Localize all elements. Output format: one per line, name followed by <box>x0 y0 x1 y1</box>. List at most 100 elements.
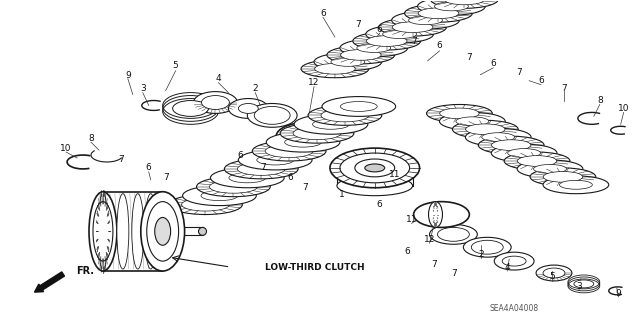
Ellipse shape <box>452 120 518 138</box>
Ellipse shape <box>252 141 326 161</box>
Ellipse shape <box>254 107 290 124</box>
Text: 7: 7 <box>412 37 417 46</box>
Ellipse shape <box>413 202 469 227</box>
Text: 7: 7 <box>118 155 124 165</box>
Ellipse shape <box>543 268 565 278</box>
Ellipse shape <box>357 43 390 52</box>
Ellipse shape <box>280 123 354 143</box>
Ellipse shape <box>308 122 324 150</box>
Ellipse shape <box>482 133 515 142</box>
Ellipse shape <box>379 18 447 36</box>
Ellipse shape <box>321 109 369 122</box>
Ellipse shape <box>312 119 349 129</box>
Ellipse shape <box>435 2 468 11</box>
Ellipse shape <box>292 122 308 150</box>
FancyArrow shape <box>35 272 65 292</box>
Ellipse shape <box>438 227 469 241</box>
Ellipse shape <box>141 192 184 271</box>
Text: 6: 6 <box>146 163 152 173</box>
Ellipse shape <box>327 46 395 64</box>
Ellipse shape <box>517 156 557 166</box>
Ellipse shape <box>340 101 377 111</box>
Text: 12: 12 <box>308 78 320 87</box>
Text: 1: 1 <box>339 190 345 199</box>
Ellipse shape <box>225 159 298 179</box>
Ellipse shape <box>198 227 207 235</box>
Ellipse shape <box>331 57 365 66</box>
Ellipse shape <box>543 176 609 194</box>
Ellipse shape <box>559 180 592 189</box>
Text: 6: 6 <box>436 41 442 50</box>
Text: 7: 7 <box>516 68 522 77</box>
Ellipse shape <box>257 155 294 165</box>
Ellipse shape <box>293 127 341 140</box>
Ellipse shape <box>209 180 257 193</box>
Ellipse shape <box>431 0 498 8</box>
Ellipse shape <box>404 4 472 22</box>
Text: 7: 7 <box>302 183 308 192</box>
Ellipse shape <box>202 96 229 109</box>
Ellipse shape <box>330 148 420 188</box>
Ellipse shape <box>265 145 313 158</box>
Text: FR.: FR. <box>76 266 94 276</box>
Text: 8: 8 <box>597 96 603 105</box>
Ellipse shape <box>340 49 381 60</box>
Ellipse shape <box>536 265 572 281</box>
Text: 4: 4 <box>216 74 221 83</box>
Text: 3: 3 <box>140 84 146 93</box>
Text: 11: 11 <box>406 215 417 224</box>
Ellipse shape <box>355 159 395 177</box>
Ellipse shape <box>132 194 144 269</box>
Ellipse shape <box>211 168 284 188</box>
Ellipse shape <box>418 8 459 19</box>
Text: 6: 6 <box>287 173 293 182</box>
Ellipse shape <box>471 240 503 254</box>
Ellipse shape <box>182 198 230 211</box>
Text: 7: 7 <box>561 84 567 93</box>
Ellipse shape <box>247 103 297 127</box>
Ellipse shape <box>440 112 505 130</box>
Ellipse shape <box>201 191 238 201</box>
Ellipse shape <box>365 164 385 172</box>
Ellipse shape <box>238 150 312 170</box>
Text: 10: 10 <box>60 144 72 152</box>
Ellipse shape <box>340 153 410 183</box>
Text: 6: 6 <box>404 247 410 256</box>
Ellipse shape <box>340 39 408 57</box>
Ellipse shape <box>574 280 594 288</box>
Text: 7: 7 <box>355 20 361 29</box>
Ellipse shape <box>337 176 413 196</box>
Ellipse shape <box>478 136 544 154</box>
Ellipse shape <box>502 256 526 266</box>
Text: 10: 10 <box>618 104 629 113</box>
Ellipse shape <box>508 149 541 158</box>
Ellipse shape <box>492 140 531 151</box>
Text: 7: 7 <box>260 163 266 173</box>
Ellipse shape <box>492 144 557 162</box>
Ellipse shape <box>301 60 369 78</box>
Ellipse shape <box>322 97 396 116</box>
Ellipse shape <box>429 225 477 244</box>
Ellipse shape <box>456 117 489 126</box>
Text: 7: 7 <box>452 270 458 278</box>
Text: 5: 5 <box>173 61 179 70</box>
Ellipse shape <box>353 32 420 50</box>
Ellipse shape <box>366 36 407 46</box>
Ellipse shape <box>417 0 485 15</box>
Ellipse shape <box>426 105 492 122</box>
Text: 6: 6 <box>320 9 326 18</box>
Text: 9: 9 <box>125 71 131 80</box>
Ellipse shape <box>155 218 171 245</box>
Ellipse shape <box>392 22 433 33</box>
Ellipse shape <box>145 194 157 269</box>
Ellipse shape <box>294 115 368 134</box>
Ellipse shape <box>182 186 256 205</box>
Ellipse shape <box>89 192 117 271</box>
Ellipse shape <box>444 0 484 5</box>
Text: 12: 12 <box>424 235 435 244</box>
Text: 4: 4 <box>504 263 510 271</box>
Ellipse shape <box>504 152 570 170</box>
Ellipse shape <box>229 173 266 183</box>
Ellipse shape <box>517 160 583 178</box>
Text: LOW-THIRD CLUTCH: LOW-THIRD CLUTCH <box>265 263 365 271</box>
